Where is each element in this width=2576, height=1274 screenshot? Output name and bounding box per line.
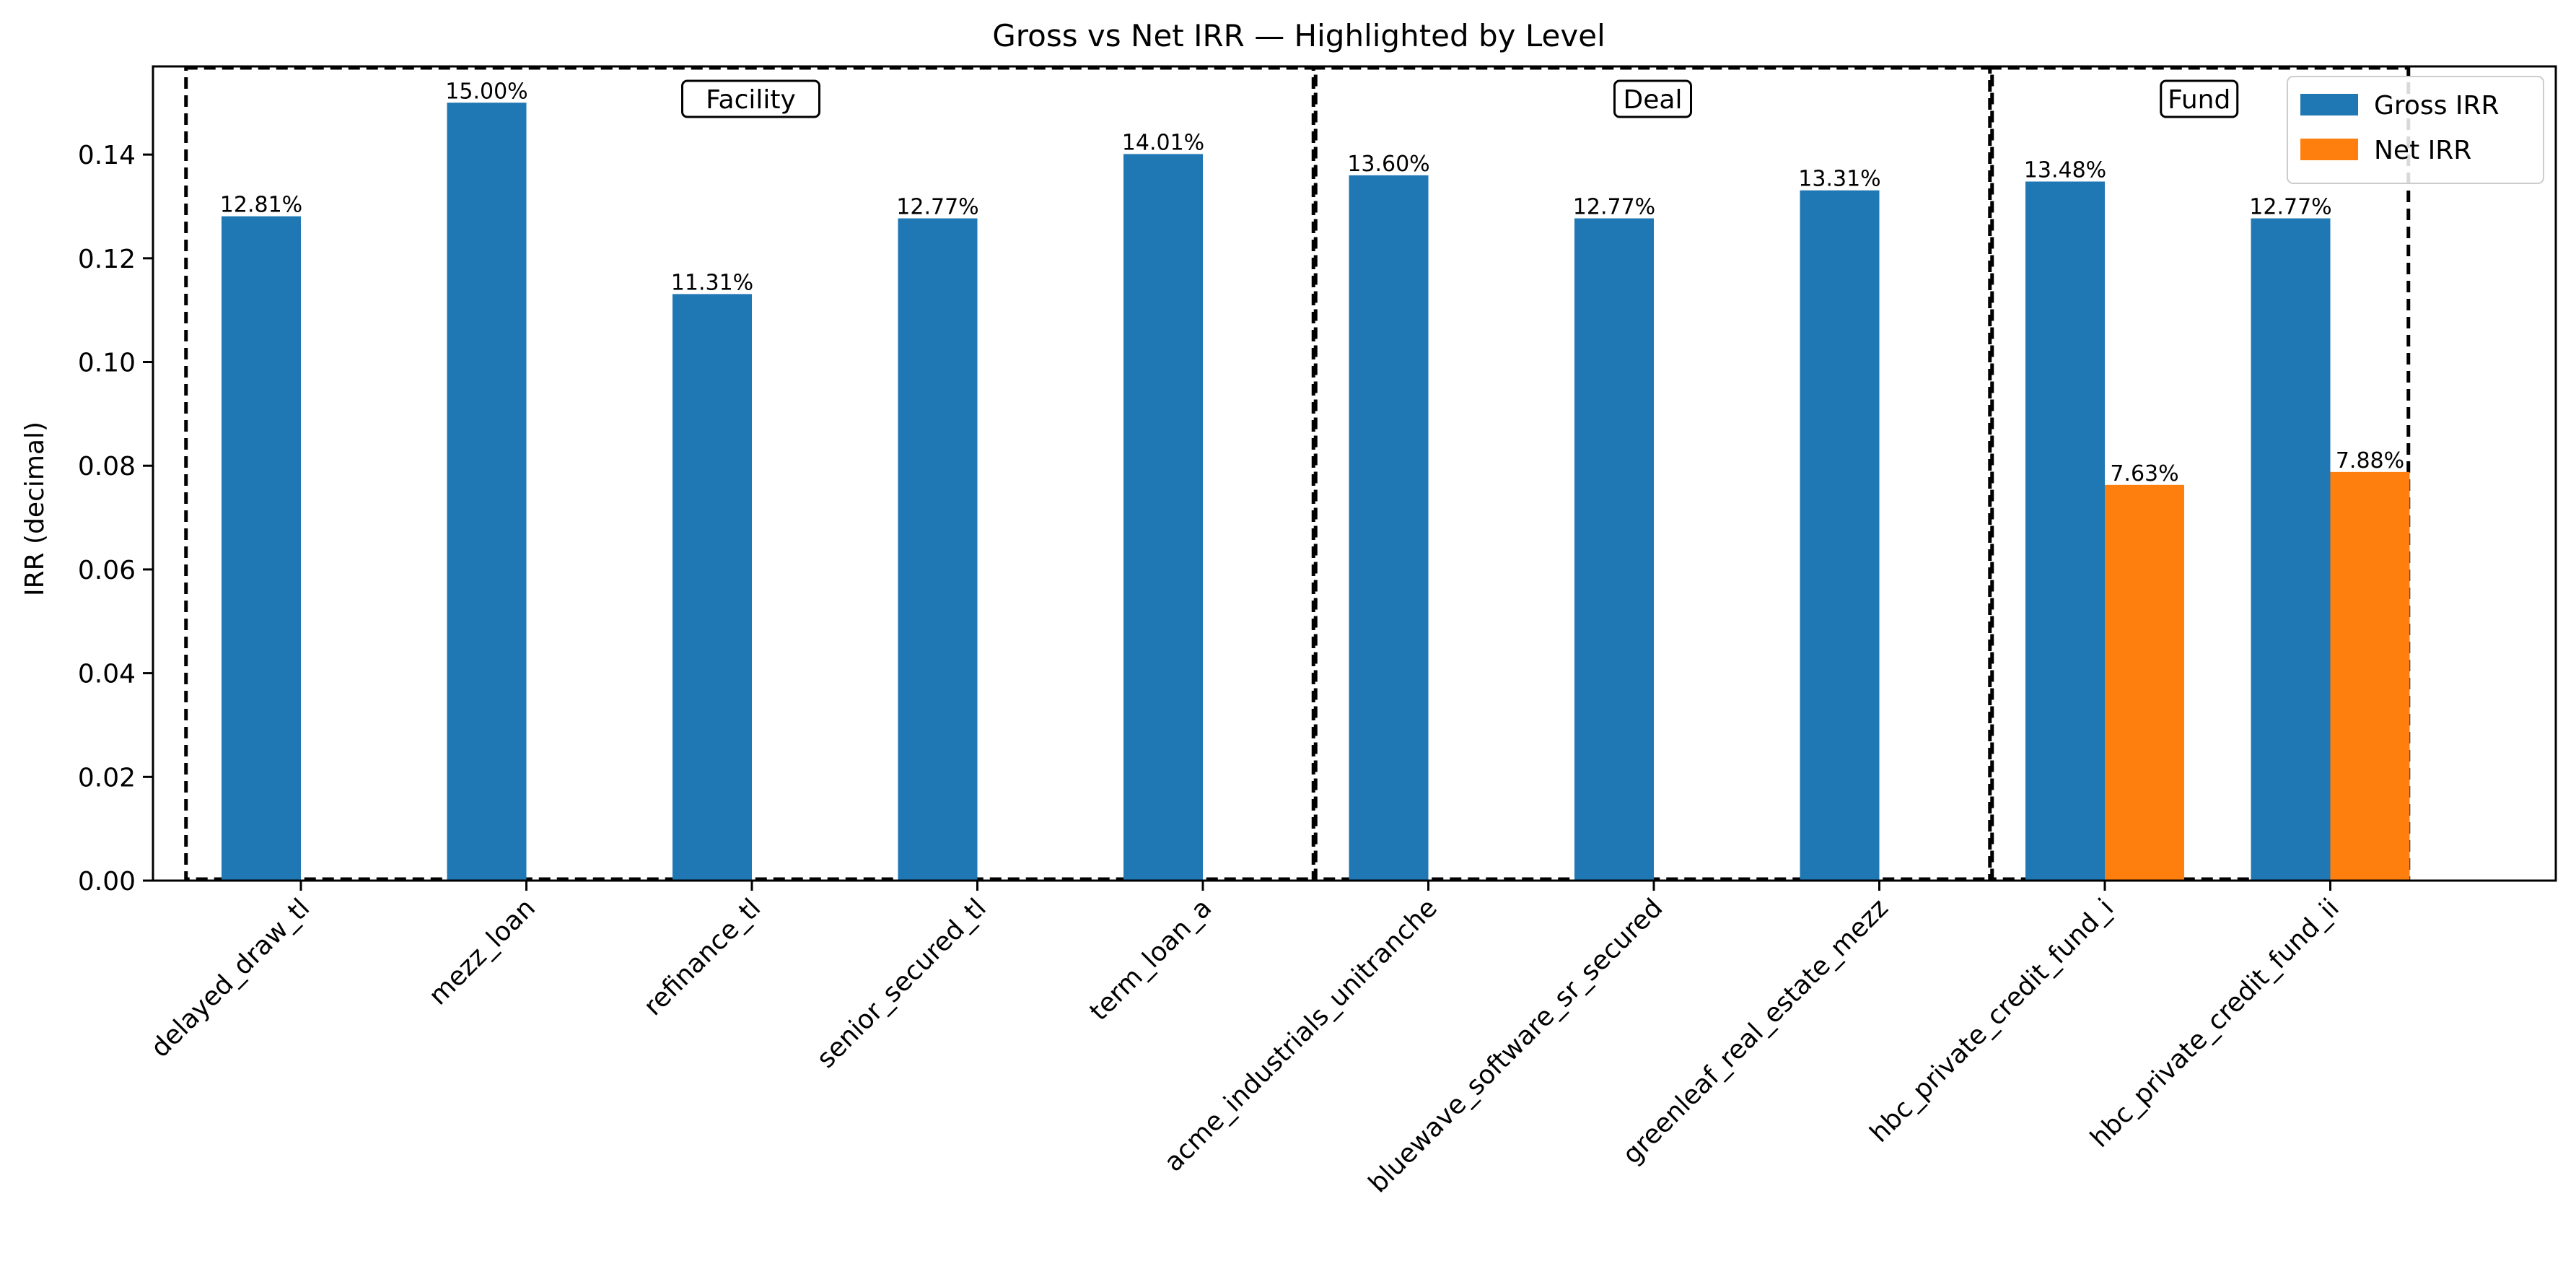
bar-label: 13.60% [1347, 152, 1429, 177]
group-labels: Facility Deal Fund [681, 79, 2239, 118]
group-label-box [2160, 79, 2239, 118]
group-label: Fund [2168, 85, 2230, 115]
bar-label: 11.31% [671, 270, 753, 295]
y-tick-label: 0.06 [78, 556, 136, 585]
bar-label: 13.31% [1798, 167, 1880, 192]
x-tick-label: greenleaf_real_estate_mezz [1617, 893, 1894, 1170]
chart-title: Gross vs Net IRR — Highlighted by Level [992, 18, 1605, 53]
bar [1574, 218, 1654, 881]
bar-label: 15.00% [445, 79, 527, 104]
bar [2105, 484, 2184, 881]
y-axis-label: IRR (decimal) [20, 422, 50, 596]
x-tick-label: delayed_draw_tl [145, 893, 315, 1063]
bars [222, 102, 2410, 881]
x-axis: delayed_draw_tl mezz_loan refinance_tl seni… [145, 881, 2345, 1199]
legend-label: Gross IRR [2374, 91, 2500, 121]
bar [2025, 181, 2105, 881]
bar-label: 12.77% [896, 195, 978, 220]
x-tick-label: term_loan_a [1084, 893, 1217, 1026]
bar-label: 7.63% [2110, 461, 2178, 487]
bar [2330, 471, 2410, 881]
y-tick-label: 0.00 [78, 867, 136, 896]
bar-label: 14.01% [1122, 130, 1204, 155]
y-tick-label: 0.12 [78, 245, 136, 274]
x-tick-label: mezz_loan [424, 893, 541, 1011]
group-label: Facility [706, 85, 796, 115]
bar-label: 7.88% [2336, 448, 2404, 474]
group-label-box [681, 79, 820, 118]
x-tick-label: hbc_private_credit_fund_i [1865, 893, 2119, 1148]
group-region-fund [1988, 66, 2411, 881]
bar-label: 12.77% [2249, 195, 2331, 220]
bar [1800, 190, 1880, 881]
legend-swatch [2300, 139, 2358, 160]
bar-label: 12.81% [220, 193, 302, 218]
bar-label: 12.77% [1573, 195, 1655, 220]
legend-swatch [2300, 94, 2358, 115]
group-region-facility [184, 66, 1318, 881]
y-tick-label: 0.10 [78, 349, 136, 378]
y-tick-label: 0.02 [78, 763, 136, 793]
y-axis: 0.00 0.02 0.04 0.06 0.08 0.10 0.12 0.14 [78, 141, 153, 896]
x-tick-label: refinance_tl [638, 893, 766, 1021]
bar [447, 102, 527, 881]
bar [222, 216, 301, 881]
bar [898, 218, 978, 881]
bar [1349, 175, 1429, 881]
group-label-box [1613, 79, 1692, 118]
bar-label: 13.48% [2024, 158, 2106, 183]
y-tick-label: 0.14 [78, 141, 136, 170]
bar [673, 294, 752, 881]
x-tick-label: acme_industrials_unitranche [1159, 893, 1443, 1177]
x-tick-label: senior_secured_tl [811, 893, 991, 1073]
group-label: Deal [1624, 85, 1683, 115]
bar-labels: 12.81% 15.00% 11.31% 12.77% 14.01% 13.60% 12.7… [220, 79, 2404, 487]
y-tick-label: 0.04 [78, 660, 136, 689]
legend: Gross IRR Net IRR [2287, 76, 2544, 184]
legend-label: Net IRR [2374, 136, 2471, 165]
x-tick-label: hbc_private_credit_fund_ii [2085, 893, 2345, 1153]
bar [1123, 154, 1203, 881]
bar [2251, 218, 2331, 881]
y-tick-label: 0.08 [78, 452, 136, 481]
plot-frame [152, 65, 2557, 882]
